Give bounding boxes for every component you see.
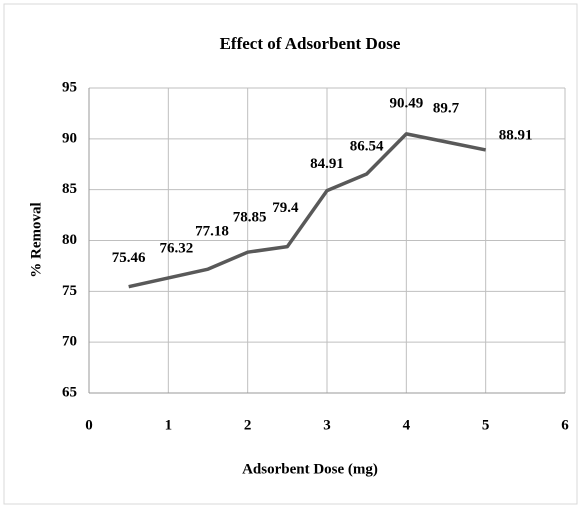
chart-frame (3, 3, 578, 505)
data-label: 89.7 (433, 100, 460, 116)
y-tick-label: 85 (62, 181, 77, 197)
data-label: 88.91 (499, 127, 533, 143)
y-axis-label: % Removal (28, 202, 44, 277)
x-tick-label: 1 (165, 417, 173, 433)
x-axis-label: Adsorbent Dose (mg) (242, 461, 378, 477)
data-label: 84.91 (310, 156, 344, 172)
chart-title: Effect of Adsorbent Dose (220, 34, 401, 53)
y-tick-label: 70 (62, 334, 77, 350)
data-label: 78.85 (233, 210, 267, 226)
x-tick-label: 0 (85, 417, 93, 433)
y-tick-label: 80 (62, 232, 77, 248)
data-label: 77.18 (195, 224, 229, 240)
data-label: 76.32 (159, 240, 193, 256)
y-tick-label: 90 (62, 130, 77, 146)
data-label: 75.46 (112, 250, 146, 266)
x-tick-label: 4 (403, 417, 411, 433)
x-tick-label: 2 (244, 417, 252, 433)
data-line (128, 132, 487, 289)
x-tick-label: 3 (323, 417, 331, 433)
x-tick-label: 6 (561, 417, 569, 433)
y-tick-label: 75 (62, 283, 77, 299)
y-tick-label: 95 (62, 79, 77, 95)
data-label: 90.49 (389, 95, 423, 111)
x-tick-label: 5 (482, 417, 490, 433)
y-tick-label: 65 (62, 384, 77, 400)
data-label: 79.4 (272, 200, 299, 216)
data-label: 86.54 (350, 138, 384, 154)
